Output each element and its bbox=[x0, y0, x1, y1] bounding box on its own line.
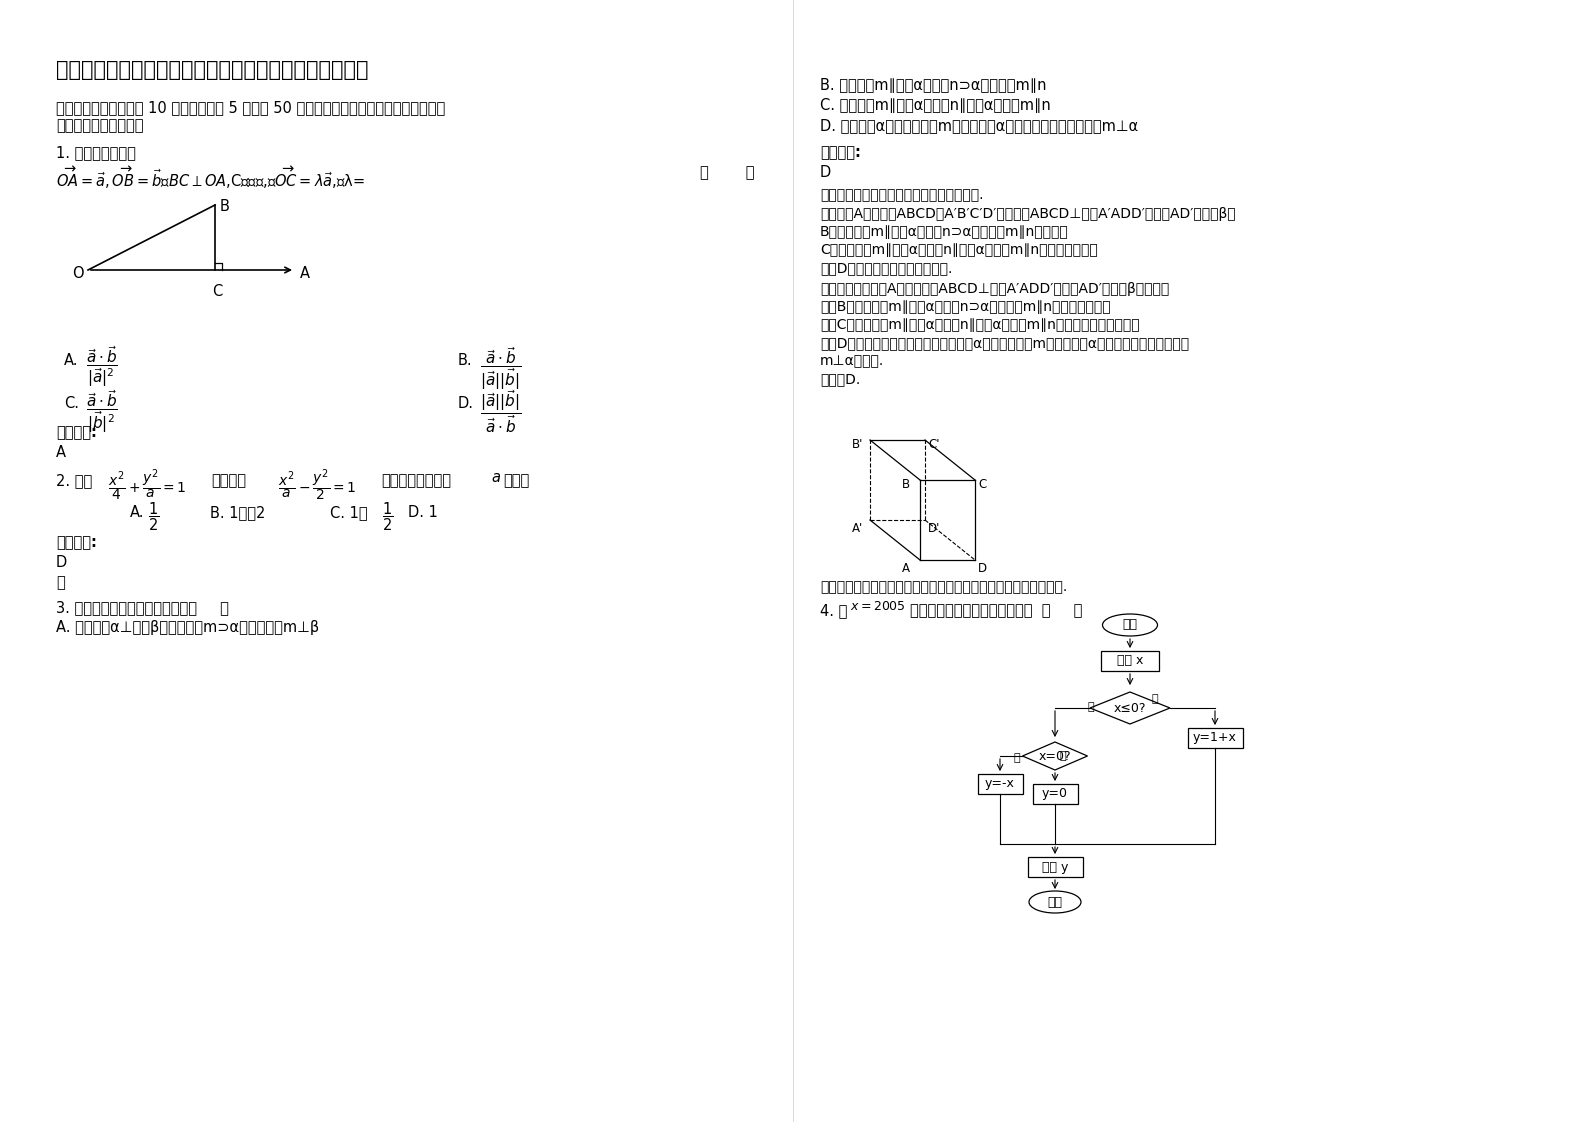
Text: 是一个符合题目要求的: 是一个符合题目要求的 bbox=[56, 118, 143, 134]
Text: A.: A. bbox=[63, 353, 78, 368]
Ellipse shape bbox=[1028, 891, 1081, 913]
Text: A: A bbox=[901, 562, 909, 574]
Text: C. 1或: C. 1或 bbox=[330, 505, 368, 519]
Text: 【解答】解：对于A，如图平面ABCD⊥平面A′ADD′，直线AD′不垂直β，故错；: 【解答】解：对于A，如图平面ABCD⊥平面A′ADD′，直线AD′不垂直β，故错… bbox=[820, 282, 1170, 296]
Bar bbox=[1033, 784, 1078, 804]
Text: C: C bbox=[213, 284, 222, 298]
Text: $\dfrac{|\vec{a}||\vec{b}|}{\vec{a}\cdot\vec{b}}$: $\dfrac{|\vec{a}||\vec{b}|}{\vec{a}\cdot… bbox=[479, 388, 522, 434]
Text: 是: 是 bbox=[1060, 751, 1066, 761]
Text: $\dfrac{\vec{a}\cdot\vec{b}}{|\vec{a}|^2}$: $\dfrac{\vec{a}\cdot\vec{b}}{|\vec{a}|^2… bbox=[86, 344, 117, 389]
Text: D: D bbox=[978, 562, 987, 574]
Text: （        ）: （ ） bbox=[700, 165, 754, 180]
Text: B，如果直线m∥平面α，直线n⊃α内，那么m∥n或异面；: B，如果直线m∥平面α，直线n⊃α内，那么m∥n或异面； bbox=[820, 226, 1068, 239]
Text: $a$: $a$ bbox=[490, 470, 501, 485]
Text: $\dfrac{\vec{a}\cdot\vec{b}}{|\vec{a}||\vec{b}|}$: $\dfrac{\vec{a}\cdot\vec{b}}{|\vec{a}||\… bbox=[479, 344, 522, 392]
Text: 对于D，根据线面垂直的判定判定.: 对于D，根据线面垂直的判定判定. bbox=[820, 261, 952, 275]
Text: 【考点】空间中直线与平面之间的位置关系.: 【考点】空间中直线与平面之间的位置关系. bbox=[820, 188, 984, 202]
Text: y=1+x: y=1+x bbox=[1193, 732, 1236, 745]
Text: 参考答案:: 参考答案: bbox=[56, 535, 97, 550]
Text: B. 1或－2: B. 1或－2 bbox=[209, 505, 265, 519]
Text: C，如果直线m∥平面α，直线n∥平面α，那么m∥n或异面或相交；: C，如果直线m∥平面α，直线n∥平面α，那么m∥n或异面或相交； bbox=[820, 243, 1098, 257]
Polygon shape bbox=[1022, 742, 1087, 770]
Text: D. 1: D. 1 bbox=[408, 505, 438, 519]
Text: C. 如果直线m∥平面α，直线n∥平面α，那么m∥n: C. 如果直线m∥平面α，直线n∥平面α，那么m∥n bbox=[820, 98, 1051, 113]
Text: 安徽省安庆市枞阳县浮山中学高二数学文期末试题含解析: 安徽省安庆市枞阳县浮山中学高二数学文期末试题含解析 bbox=[56, 59, 368, 80]
Text: 略: 略 bbox=[56, 574, 65, 590]
Text: D: D bbox=[56, 555, 67, 570]
Text: D: D bbox=[820, 165, 832, 180]
Text: 对于B，如果直线m∥平面α，直线n⊃α内，那么m∥n或异面，故错；: 对于B，如果直线m∥平面α，直线n⊃α内，那么m∥n或异面，故错； bbox=[820, 300, 1111, 314]
Text: $\overrightarrow{OA}=\vec{a},\overrightarrow{OB}=\vec{b}$且$BC\perp OA$,C为垂足,若$\o: $\overrightarrow{OA}=\vec{a},\overrighta… bbox=[56, 165, 365, 191]
Text: D': D' bbox=[928, 522, 941, 535]
Text: 输入如图所示的程序框图得结果  （     ）: 输入如图所示的程序框图得结果 （ ） bbox=[909, 603, 1082, 618]
Text: C': C' bbox=[928, 438, 940, 451]
Text: A: A bbox=[300, 266, 309, 280]
Text: 否: 否 bbox=[1152, 695, 1159, 703]
Bar bbox=[1187, 728, 1243, 748]
Text: 【点评】本题考查了空间线线、线面、面面位置关系，属于基础题.: 【点评】本题考查了空间线线、线面、面面位置关系，属于基础题. bbox=[820, 580, 1066, 594]
Text: B.: B. bbox=[459, 353, 473, 368]
Text: B: B bbox=[901, 478, 909, 491]
Text: 一、选择题：本大题共 10 小题，每小题 5 分，共 50 分。在每小题给出的四个选项中，只有: 一、选择题：本大题共 10 小题，每小题 5 分，共 50 分。在每小题给出的四… bbox=[56, 100, 446, 114]
Text: A: A bbox=[56, 445, 67, 460]
Text: 【分析】A，正方体ABCD－A′B′C′D′，中平面ABCD⊥平面A′ADD′，直线AD′不垂直β；: 【分析】A，正方体ABCD－A′B′C′D′，中平面ABCD⊥平面A′ADD′，… bbox=[820, 206, 1236, 221]
Text: m⊥α，正确.: m⊥α，正确. bbox=[820, 355, 884, 368]
Text: 结束: 结束 bbox=[1047, 895, 1063, 909]
Text: 3. 在空间中，下列命题正确的是（     ）: 3. 在空间中，下列命题正确的是（ ） bbox=[56, 600, 229, 615]
Text: C: C bbox=[978, 478, 986, 491]
Text: $x=2005$: $x=2005$ bbox=[851, 600, 906, 613]
Text: D.: D. bbox=[459, 396, 475, 411]
Text: 4. 将: 4. 将 bbox=[820, 603, 847, 618]
Text: $\dfrac{1}{2}$: $\dfrac{1}{2}$ bbox=[148, 500, 159, 533]
Text: $\dfrac{x^2}{4}+\dfrac{y^2}{a}=1$: $\dfrac{x^2}{4}+\dfrac{y^2}{a}=1$ bbox=[108, 467, 186, 503]
Text: x=0?: x=0? bbox=[1038, 749, 1071, 763]
Text: O: O bbox=[71, 266, 84, 280]
Text: x≤0?: x≤0? bbox=[1114, 701, 1146, 715]
Text: 有相同的焦点，则: 有相同的焦点，则 bbox=[381, 473, 451, 488]
Bar bbox=[1101, 651, 1159, 671]
Text: B. 如果直线m∥平面α，直线n⊃α内，那么m∥n: B. 如果直线m∥平面α，直线n⊃α内，那么m∥n bbox=[820, 79, 1046, 93]
Text: $\dfrac{1}{2}$: $\dfrac{1}{2}$ bbox=[382, 500, 394, 533]
Text: 故选：D.: 故选：D. bbox=[820, 373, 860, 386]
Text: B': B' bbox=[852, 438, 863, 451]
Bar bbox=[1027, 857, 1082, 877]
Text: 对于D，根据线面垂直的判定，如果平面α外的一条直线m垂直于平面α内的两条相交直线，那么: 对于D，根据线面垂直的判定，如果平面α外的一条直线m垂直于平面α内的两条相交直线… bbox=[820, 335, 1189, 350]
Text: 否: 否 bbox=[1013, 753, 1019, 763]
Text: y=0: y=0 bbox=[1043, 788, 1068, 800]
Text: $\dfrac{\vec{a}\cdot\vec{b}}{|\vec{b}|^2}$: $\dfrac{\vec{a}\cdot\vec{b}}{|\vec{b}|^2… bbox=[86, 388, 117, 434]
Text: 输出 y: 输出 y bbox=[1041, 861, 1068, 874]
Text: 与双曲线: 与双曲线 bbox=[211, 473, 246, 488]
Text: C.: C. bbox=[63, 396, 79, 411]
Text: 开始: 开始 bbox=[1122, 618, 1138, 632]
Ellipse shape bbox=[1103, 614, 1157, 636]
Text: A': A' bbox=[852, 522, 863, 535]
Text: A. 如果平面α⊥平面β，任取直线m⊃α，那么必有m⊥β: A. 如果平面α⊥平面β，任取直线m⊃α，那么必有m⊥β bbox=[56, 620, 319, 635]
Text: D. 如果平面α外的一条直线m垂直于平面α内的两条相交直线，那么m⊥α: D. 如果平面α外的一条直线m垂直于平面α内的两条相交直线，那么m⊥α bbox=[820, 118, 1138, 134]
Text: 的值是: 的值是 bbox=[503, 473, 528, 488]
Text: 是: 是 bbox=[1089, 702, 1095, 712]
Bar bbox=[978, 774, 1022, 794]
Text: 2. 椭圆: 2. 椭圆 bbox=[56, 473, 92, 488]
Text: 1. 如图，非零向量: 1. 如图，非零向量 bbox=[56, 145, 136, 160]
Text: $\dfrac{x^2}{a}-\dfrac{y^2}{2}=1$: $\dfrac{x^2}{a}-\dfrac{y^2}{2}=1$ bbox=[278, 467, 357, 503]
Text: 参考答案:: 参考答案: bbox=[56, 425, 97, 440]
Text: B: B bbox=[221, 199, 230, 214]
Text: A.: A. bbox=[130, 505, 144, 519]
Text: 对于C，如果直线m∥平面α，直线n∥平面α，那么m∥n或异面或相交，故错；: 对于C，如果直线m∥平面α，直线n∥平面α，那么m∥n或异面或相交，故错； bbox=[820, 318, 1139, 332]
Text: 参考答案:: 参考答案: bbox=[820, 145, 860, 160]
Polygon shape bbox=[1090, 692, 1170, 724]
Text: y=-x: y=-x bbox=[986, 778, 1016, 791]
Text: 输入 x: 输入 x bbox=[1117, 654, 1143, 668]
